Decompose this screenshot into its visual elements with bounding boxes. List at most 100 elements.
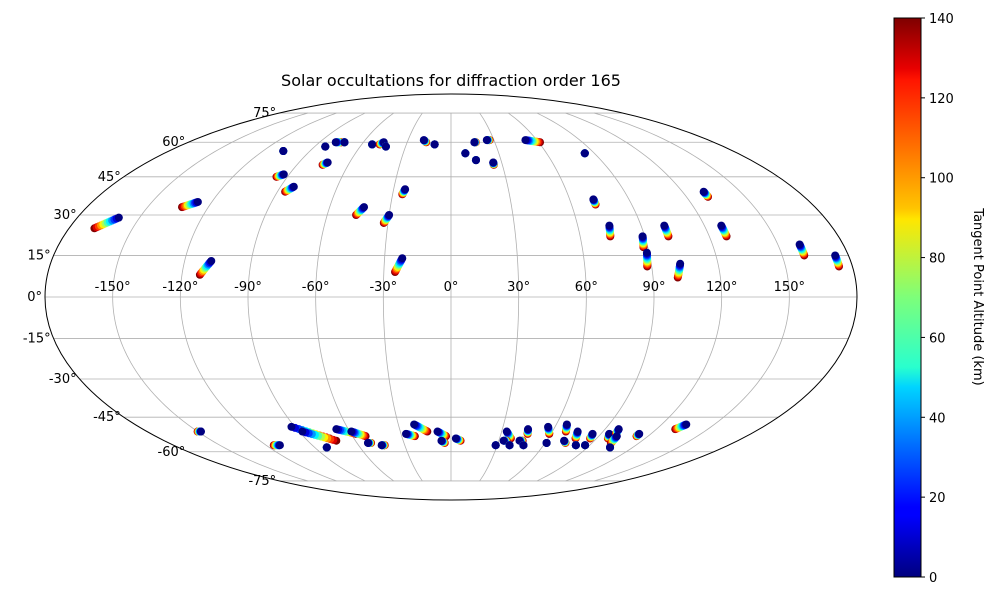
occultation-point [363, 438, 372, 447]
occultation-point [289, 182, 298, 191]
occultation-point [470, 138, 479, 147]
occultation-point [332, 425, 341, 434]
occultation-point [197, 427, 206, 436]
occultation-point [660, 221, 669, 230]
occultation-point [340, 138, 349, 147]
occultation-point [524, 425, 533, 434]
latitude-tick-labels: 75° 60° 45° 30° 15° 0° -15° -30° -45° -60° -75° [23, 106, 276, 489]
colorbar-tick-label: 120 [929, 92, 954, 107]
longitude-tick-label: 150° [774, 280, 805, 295]
occultation-point [642, 248, 651, 257]
occultation-point [347, 427, 356, 436]
colorbar-label: Tangent Point Altitude (km) [970, 207, 985, 385]
occultation-point [410, 420, 419, 429]
meridian-line [179, 112, 337, 482]
longitude-tick-label: 120° [706, 280, 737, 295]
colorbar-tick-label: 80 [929, 252, 946, 267]
latitude-tick-label: 30° [54, 208, 77, 223]
occultation-point [542, 438, 551, 447]
longitude-tick-label: -120° [162, 280, 198, 295]
occultation-point [605, 429, 614, 438]
latitude-tick-label: -15° [23, 332, 51, 347]
occultation-point [676, 259, 685, 268]
occultation-point [505, 441, 514, 450]
occultation-point [279, 147, 288, 156]
occultation-point [385, 210, 394, 219]
occultation-point [321, 142, 330, 151]
longitude-tick-label: 90° [642, 280, 665, 295]
occultation-point [588, 429, 597, 438]
meridian-line [112, 112, 308, 482]
occultation-point [614, 425, 623, 434]
occultation-point [275, 441, 284, 450]
occultation-point [502, 427, 511, 436]
colorbar-tick-label: 140 [929, 12, 954, 27]
occultation-point [831, 251, 840, 260]
occultation-point [360, 203, 369, 212]
occultation-point [471, 156, 480, 165]
occultation-point [402, 429, 411, 438]
occultation-point [489, 158, 498, 167]
occultation-point [606, 443, 615, 452]
occultation-point [605, 221, 614, 230]
occultation-point [795, 240, 804, 249]
longitude-tick-label: 60° [575, 280, 598, 295]
meridian-line [565, 112, 723, 482]
colorbar-ticks: 0 20 40 60 80 100 120 140 [921, 12, 954, 586]
occultation-point [451, 434, 460, 443]
occultation-point [491, 441, 500, 450]
occultation-point [419, 136, 428, 145]
occultation-point [461, 149, 470, 158]
occultation-point [638, 232, 647, 241]
occultation-point [581, 441, 590, 450]
latitude-tick-label: -75° [248, 474, 276, 489]
occultation-point [682, 420, 691, 429]
occultation-point [377, 441, 386, 450]
occultation-point [433, 427, 442, 436]
map-boundary [44, 93, 858, 501]
occultation-point [519, 441, 528, 450]
occultation-point [717, 221, 726, 230]
colorbar-tick-label: 20 [929, 491, 946, 506]
chart-title: Solar occultations for diffraction order… [281, 71, 621, 90]
occultation-point [322, 443, 331, 452]
meridian-line [536, 112, 655, 482]
occultation-point [114, 213, 123, 222]
colorbar-tick-label: 60 [929, 331, 946, 346]
colorbar-gradient [893, 17, 922, 578]
longitude-tick-label: -150° [95, 280, 131, 295]
occultation-point [298, 427, 307, 436]
occultation-point [430, 140, 439, 149]
colorbar-tick-label: 100 [929, 172, 954, 187]
colorbar: 0 20 40 60 80 100 120 140 Tangent Point Altitud… [893, 12, 985, 586]
occultation-point [381, 142, 390, 151]
occultation-point [193, 197, 202, 206]
occultation-point [287, 422, 296, 431]
longitude-tick-label: -30° [369, 280, 397, 295]
occultation-point [401, 185, 410, 194]
occultation-point [368, 140, 377, 149]
occultation-point [560, 436, 569, 445]
latitude-tick-label: -60° [158, 445, 186, 460]
occultation-point [544, 422, 553, 431]
occultation-point [499, 436, 508, 445]
occultation-point [562, 420, 571, 429]
meridian-line [479, 112, 520, 482]
colorbar-tick-label: 40 [929, 411, 946, 426]
occultation-point [571, 441, 580, 450]
latitude-tick-label: 15° [28, 248, 51, 263]
latitude-tick-label: 0° [27, 290, 42, 305]
meridian-line [508, 112, 587, 482]
occultation-point [521, 136, 530, 145]
meridian-line [594, 112, 790, 482]
occultation-point [398, 254, 407, 263]
meridian-line [382, 112, 423, 482]
longitude-tick-label: 0° [444, 280, 459, 295]
latitude-tick-label: -45° [93, 410, 121, 425]
occultation-point [482, 136, 491, 145]
occultation-point [635, 429, 644, 438]
occultation-point [437, 436, 446, 445]
latitude-tick-label: 60° [162, 135, 185, 150]
latitude-tick-label: -30° [49, 372, 77, 387]
